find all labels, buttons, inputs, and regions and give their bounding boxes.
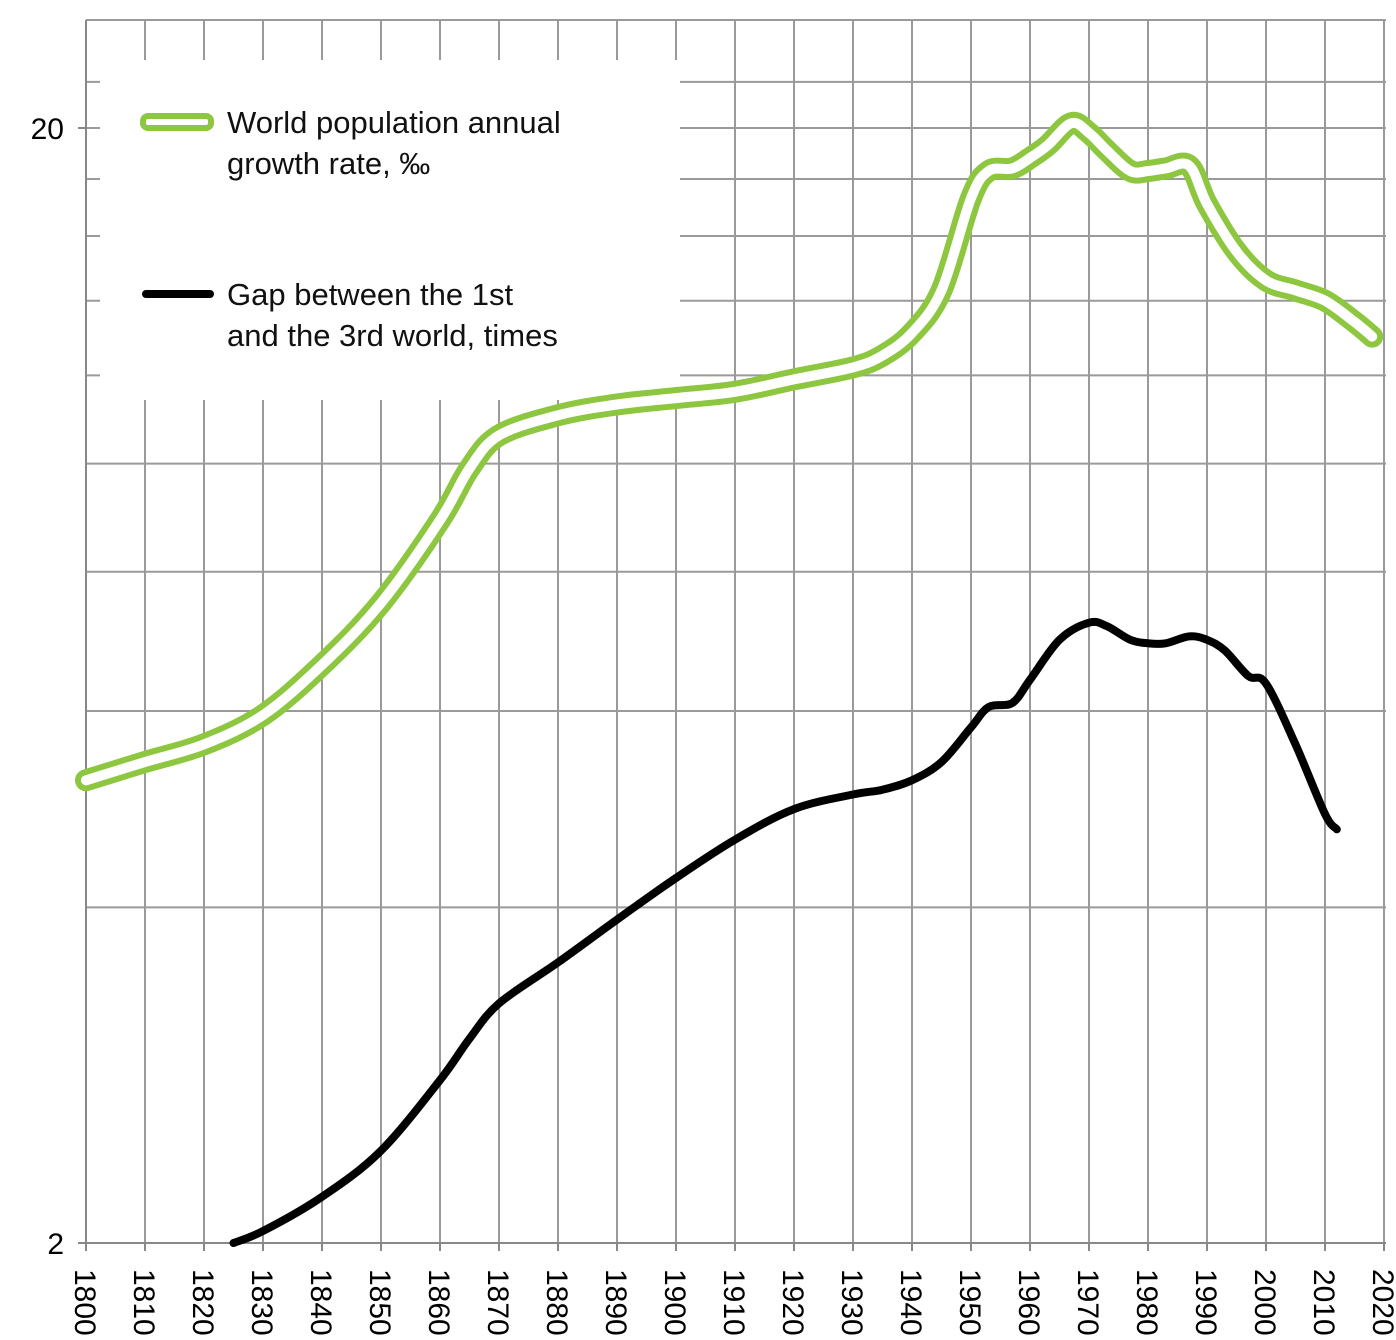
- x-tick-label: 1810: [127, 1269, 160, 1336]
- series-gap: [229, 617, 1341, 1247]
- x-tick-label: 1800: [68, 1269, 101, 1336]
- x-tick-label: 2000: [1248, 1269, 1281, 1336]
- x-tick-label: 1920: [776, 1269, 809, 1336]
- x-tick-label: 1960: [1012, 1269, 1045, 1336]
- x-tick-label: 1910: [717, 1269, 750, 1336]
- legend-swatch-growth-rate: [140, 113, 214, 131]
- x-tick-label: 1940: [894, 1269, 927, 1336]
- series-growth-rate: [75, 111, 1384, 792]
- series-layer: [75, 111, 1384, 1247]
- x-tick-label: 1880: [540, 1269, 573, 1336]
- y-tick-label: 2: [47, 1228, 64, 1261]
- gap-line: [229, 617, 1341, 1247]
- x-tick-label: 1930: [835, 1269, 868, 1336]
- legend-label-growth-rate-line1: World population annual: [227, 105, 561, 140]
- x-tick-label: 1820: [186, 1269, 219, 1336]
- x-tick-label: 2010: [1307, 1269, 1340, 1336]
- legend-label-gap-line2: and the 3rd world, times: [227, 318, 558, 353]
- legend-label-gap-line1: Gap between the 1st: [227, 277, 513, 312]
- x-tick-label: 1990: [1189, 1269, 1222, 1336]
- x-tick-label: 1900: [658, 1269, 691, 1336]
- x-tick-label: 1830: [245, 1269, 278, 1336]
- x-tick-label: 1980: [1130, 1269, 1163, 1336]
- growth-rate-line-inner: [81, 117, 1378, 786]
- y-tick-label: 20: [31, 113, 64, 146]
- x-tick-label: 1860: [422, 1269, 455, 1336]
- legend: World population annual growth rate, ‰ G…: [140, 105, 561, 353]
- x-tick-label: 1870: [481, 1269, 514, 1336]
- tick-labels: 2 20 1800 1810 1820 1830 1840 1850 1860 1870 1880 1…: [31, 113, 1396, 1336]
- x-tick-label: 1840: [304, 1269, 337, 1336]
- x-tick-label: 2020: [1366, 1269, 1396, 1336]
- x-tick-label: 1970: [1071, 1269, 1104, 1336]
- x-tick-label: 1890: [599, 1269, 632, 1336]
- x-tick-label: 1850: [363, 1269, 396, 1336]
- x-tick-label: 1950: [953, 1269, 986, 1336]
- legend-label-growth-rate-line2: growth rate, ‰: [227, 146, 430, 181]
